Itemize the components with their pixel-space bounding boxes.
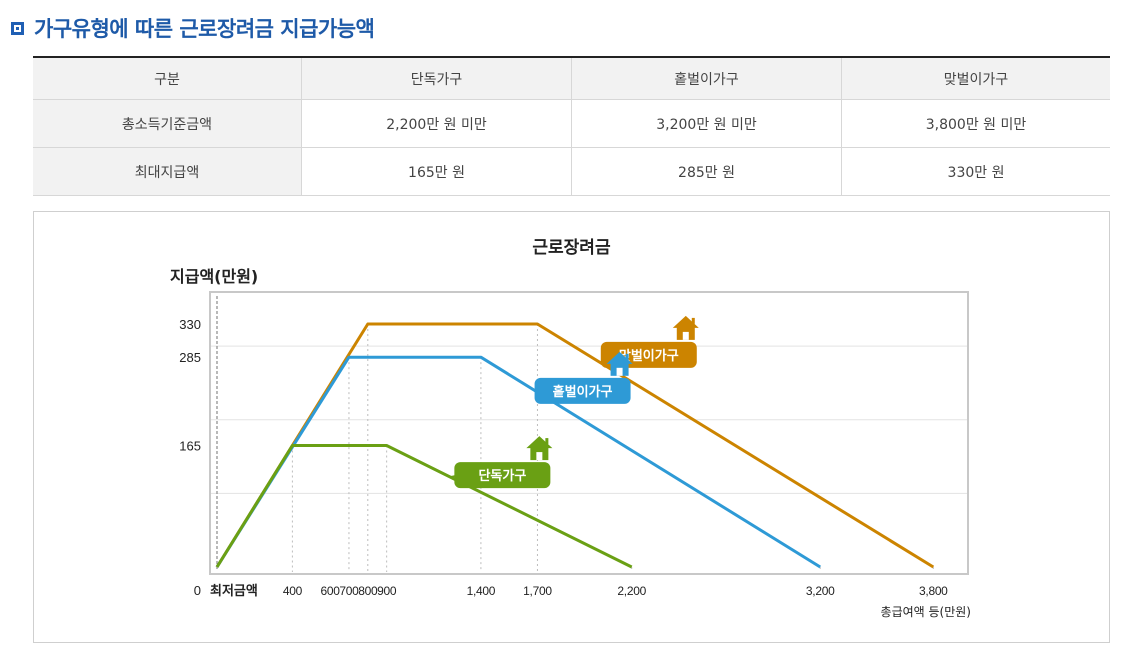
series-label-pill (454, 462, 551, 489)
y-tick-label: 285 (179, 350, 201, 365)
series-line (215, 444, 633, 569)
x-tick-label: 900 (377, 584, 397, 598)
origin-label: 0 (194, 583, 201, 598)
house-icon (526, 436, 553, 461)
house-icon (672, 315, 699, 340)
x-tick-label: 1,700 (523, 584, 552, 598)
y-axis-label: 지급액(만원) (170, 267, 259, 286)
section-header: 가구유형에 따른 근로장려금 지급가능액 (11, 14, 375, 42)
series-label: 단독가구 (478, 468, 526, 484)
x-tick-label: 3,800 (919, 584, 948, 598)
header-single-earner: 홑벌이가구 (571, 56, 842, 100)
table-cell: 285만 원 (571, 147, 842, 196)
series-label-pill (534, 377, 631, 404)
x-tick-label: 800 (358, 584, 378, 598)
header-dual-earner: 맞벌이가구 (841, 56, 1110, 100)
series-label: 홑벌이가구 (553, 384, 613, 400)
series-label: 맞벌이가구 (619, 348, 679, 364)
header-category: 구분 (33, 56, 302, 100)
x-tick-label: 2,200 (617, 584, 646, 598)
header-single: 단독가구 (301, 56, 572, 100)
table-cell: 3,200만 원 미만 (571, 99, 842, 148)
table-header-row: 구분 단독가구 홑벌이가구 맞벌이가구 (33, 56, 1110, 100)
income-criteria-table: 구분 단독가구 홑벌이가구 맞벌이가구 총소득기준금액 2,200만 원 미만 … (33, 56, 1110, 196)
row-label: 최대지급액 (33, 147, 302, 196)
table-row: 최대지급액 165만 원 285만 원 330만 원 (33, 147, 1110, 196)
x-tick-label: 400 (283, 584, 303, 598)
chart-panel: 근로장려금 지급액(만원) 총급여액 등(만원) 165 285 330 0 최저금액 4… (33, 211, 1110, 643)
y-tick-label: 165 (179, 439, 201, 454)
x-tick-label: 3,200 (806, 584, 835, 598)
x-start-label: 최저금액 (210, 584, 258, 599)
x-axis-label: 총급여액 등(만원) (880, 605, 971, 619)
table-cell: 3,800만 원 미만 (841, 99, 1110, 148)
table-row: 총소득기준금액 2,200만 원 미만 3,200만 원 미만 3,800만 원… (33, 99, 1110, 148)
x-tick-label: 600 (321, 584, 341, 598)
house-icon (606, 351, 633, 376)
table-cell: 165만 원 (301, 147, 572, 196)
x-tick-label: 700 (339, 584, 359, 598)
section-title: 가구유형에 따른 근로장려금 지급가능액 (34, 17, 375, 41)
square-bullet-icon (11, 21, 24, 35)
table-cell: 2,200만 원 미만 (301, 99, 572, 148)
x-tick-label: 1,400 (467, 584, 496, 598)
table-cell: 330만 원 (841, 147, 1110, 196)
chart-plot: 165 285 330 0 최저금액 400 600 700 800 900 1,400 1,700 2… (179, 291, 969, 599)
chart-title: 근로장려금 (532, 238, 611, 258)
y-tick-label: 330 (179, 317, 201, 332)
plot-frame (209, 291, 969, 575)
row-label: 총소득기준금액 (33, 99, 302, 148)
